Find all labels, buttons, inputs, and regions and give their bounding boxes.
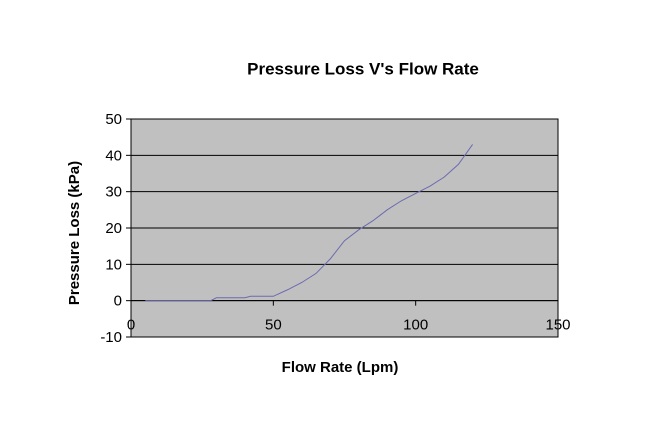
y-tick-label: 20 xyxy=(105,220,122,237)
x-axis-label: Flow Rate (Lpm) xyxy=(282,359,399,376)
x-tick-label: 0 xyxy=(127,317,135,334)
x-tick-label: 150 xyxy=(545,317,570,334)
chart-title: Pressure Loss V's Flow Rate xyxy=(247,59,479,78)
x-tick-label: 50 xyxy=(265,317,282,334)
y-axis-label: Pressure Loss (kPa) xyxy=(66,161,83,305)
y-tick-label: 40 xyxy=(105,147,122,164)
y-tick-label: 0 xyxy=(114,293,122,310)
x-tick-label: 100 xyxy=(403,317,428,334)
y-tick-label: 30 xyxy=(105,184,122,201)
data-line xyxy=(145,144,474,302)
y-tick-label: 50 xyxy=(105,111,122,128)
y-tick-label: 10 xyxy=(105,256,122,273)
y-tick-label: -10 xyxy=(100,329,122,346)
